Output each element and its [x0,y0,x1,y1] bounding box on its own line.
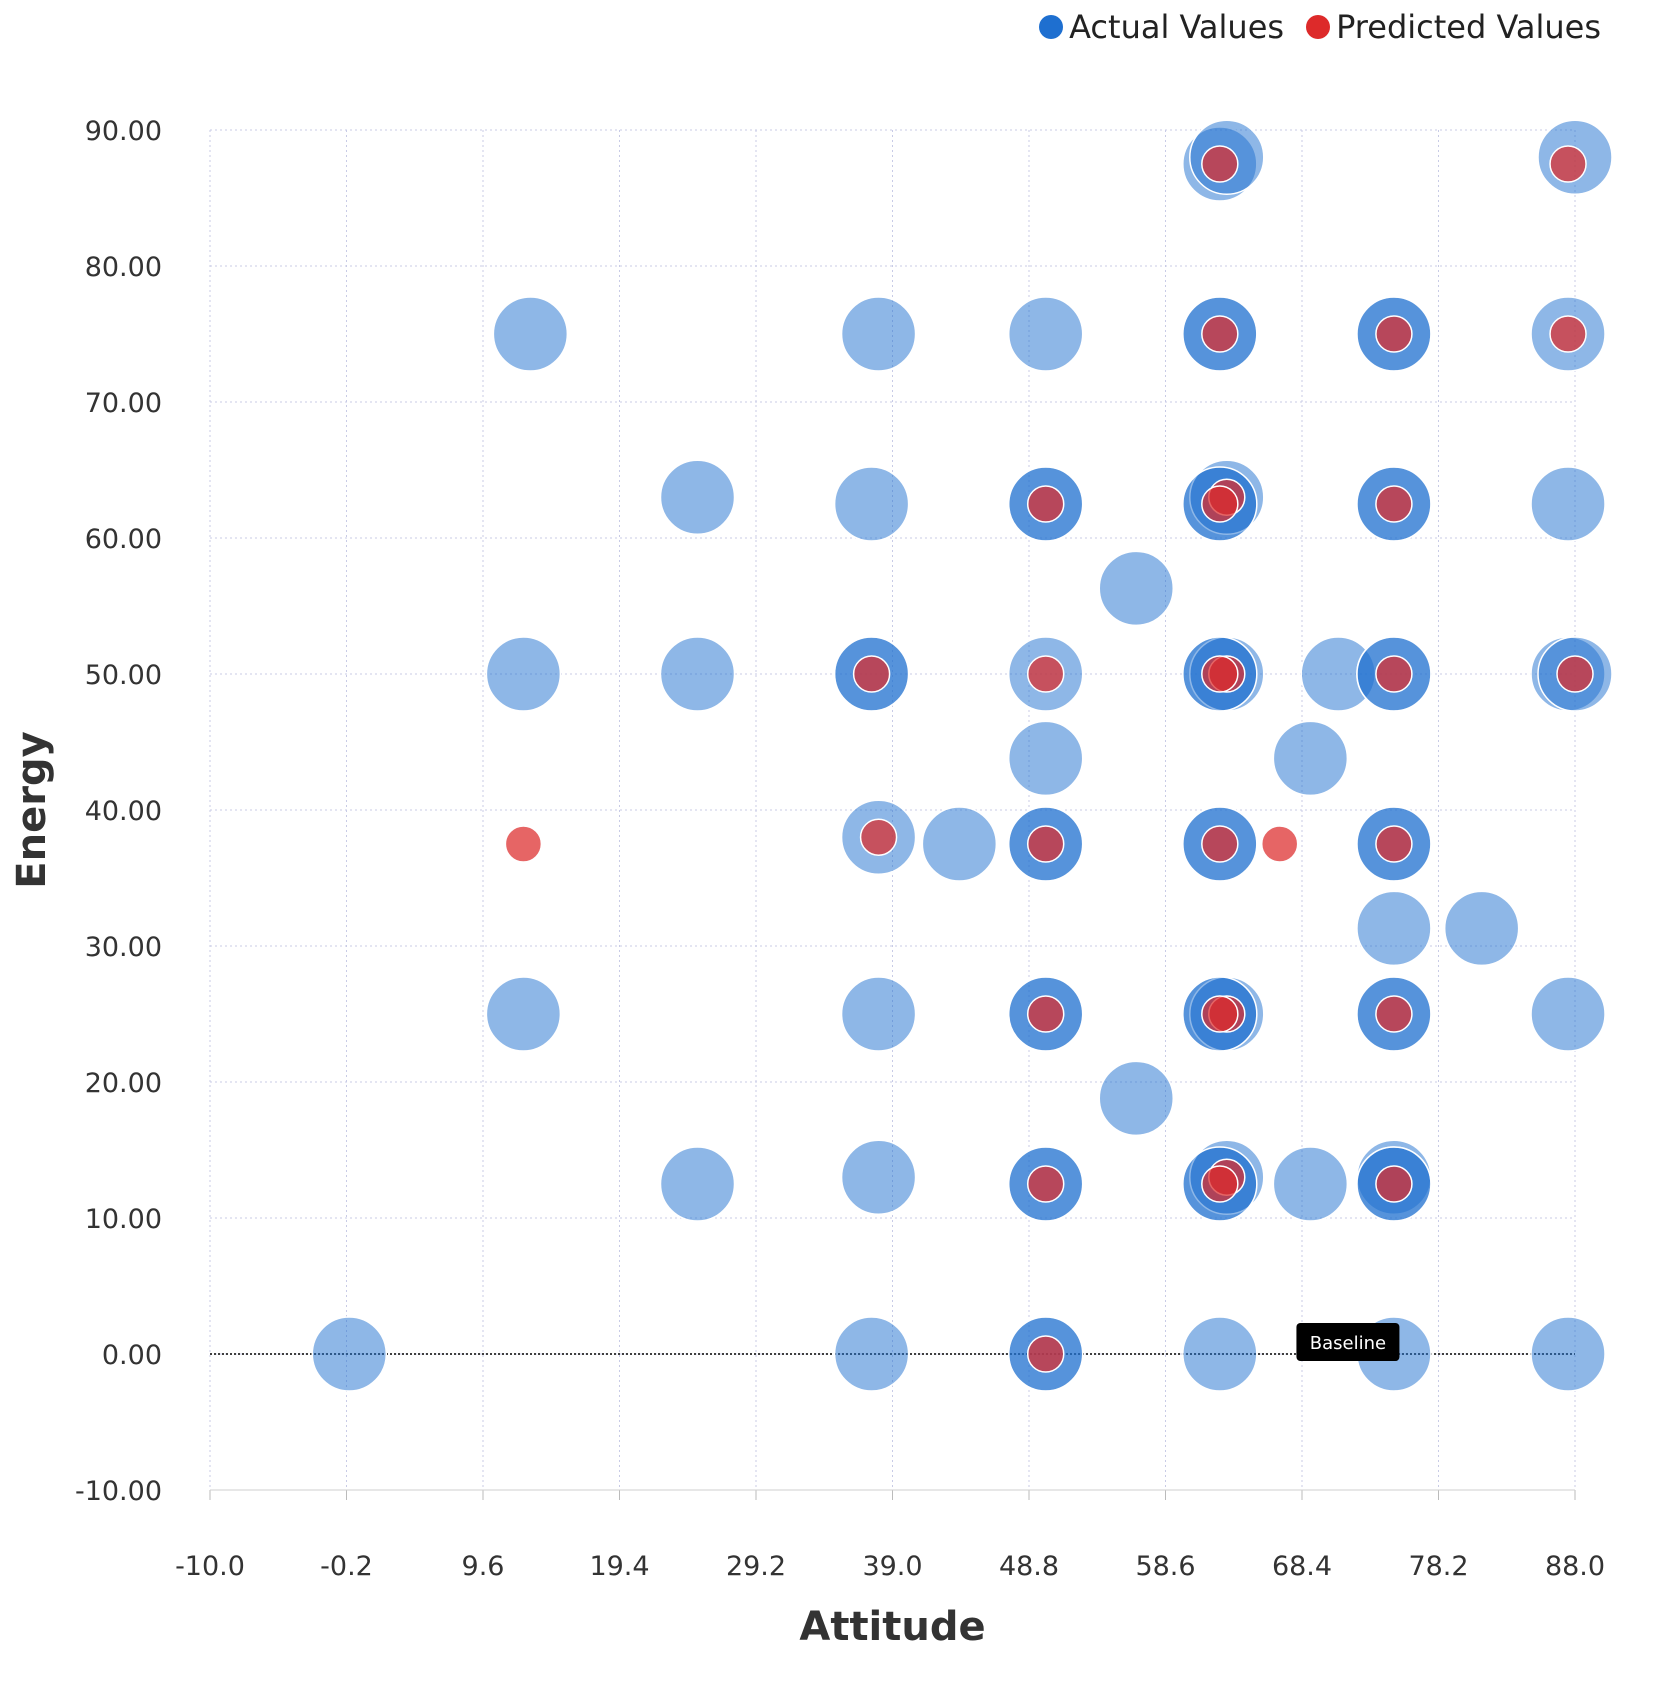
x-tick-label: 29.2 [726,1551,786,1582]
actual-point[interactable] [1530,976,1606,1052]
predicted-point[interactable] [1201,995,1239,1033]
y-tick-label: -10.00 [75,1476,162,1507]
predicted-point[interactable] [1260,825,1299,863]
actual-point[interactable] [1356,890,1432,967]
actual-point[interactable] [1530,1316,1606,1392]
y-tick-label: 90.00 [85,116,162,147]
actual-point[interactable] [659,459,736,535]
y-tick-label: 80.00 [85,252,162,283]
legend-predicted-label: Predicted Values [1336,8,1601,46]
predicted-point[interactable] [1201,485,1239,523]
baseline-label-box [1296,1323,1400,1361]
predicted-point[interactable] [1026,825,1065,863]
actual-point[interactable] [659,1146,736,1222]
actual-point[interactable] [840,1139,917,1215]
predicted-point[interactable] [1201,1165,1239,1203]
actual-point[interactable] [1182,1316,1258,1392]
x-axis-ticks: -10.0 -0.2 9.6 19.4 29.2 39.0 48.8 58.6 68.4 78.2… [175,1489,1605,1582]
x-tick-label: 19.4 [589,1551,649,1582]
actual-point[interactable] [1272,720,1349,797]
actual-point[interactable] [485,636,562,712]
x-tick-label: 58.6 [1135,1551,1195,1582]
x-tick-label: -0.2 [320,1551,373,1582]
predicted-point[interactable] [1201,825,1239,863]
x-tick-label: 9.6 [462,1551,505,1582]
x-axis-title: Attitude [799,1604,985,1650]
y-tick-label: 20.00 [85,1068,162,1099]
actual-point[interactable] [485,976,562,1052]
x-tick-label: 88.0 [1545,1551,1605,1582]
y-tick-label: 60.00 [85,524,162,555]
y-tick-label: 30.00 [85,932,162,963]
actual-point[interactable] [492,296,569,372]
predicted-point[interactable] [1375,655,1413,693]
grid-lines [209,129,1576,1491]
y-axis-ticks: -10.00 0.00 10.00 20.00 30.00 40.00 50.00 60.00… [75,116,162,1507]
predicted-point[interactable] [1026,655,1065,693]
predicted-point[interactable] [1201,655,1239,693]
predicted-point[interactable] [1026,1165,1065,1203]
baseline-label: Baseline [1310,1333,1386,1354]
actual-point[interactable] [921,806,998,882]
y-tick-label: 50.00 [85,660,162,691]
x-tick-label: 78.2 [1408,1551,1468,1582]
actual-point[interactable] [659,636,736,712]
legend-predicted-swatch [1306,15,1331,39]
actual-point[interactable] [1443,890,1520,967]
actual-point[interactable] [1272,1146,1349,1222]
legend-actual-swatch [1039,15,1064,39]
predicted-values-series [504,145,1594,1373]
actual-point[interactable] [1007,296,1084,372]
predicted-point[interactable] [1549,145,1587,183]
y-tick-label: 0.00 [102,1340,162,1371]
predicted-point[interactable] [1201,315,1239,353]
legend-item-predicted[interactable]: Predicted Values [1306,8,1601,46]
actual-point[interactable] [311,1316,388,1392]
actual-point[interactable] [1530,466,1606,542]
y-tick-label: 10.00 [85,1204,162,1235]
legend-item-actual[interactable]: Actual Values [1039,8,1284,46]
legend-actual-label: Actual Values [1069,8,1285,46]
x-tick-label: 48.8 [999,1551,1059,1582]
x-tick-label: 39.0 [862,1551,922,1582]
predicted-point[interactable] [1201,145,1239,183]
actual-point[interactable] [1098,1060,1174,1137]
predicted-point[interactable] [1556,655,1594,693]
x-tick-label: 68.4 [1272,1551,1332,1582]
actual-point[interactable] [1098,550,1174,627]
predicted-point[interactable] [1026,995,1065,1033]
predicted-point[interactable] [1375,315,1413,353]
actual-point[interactable] [1007,720,1084,797]
predicted-point[interactable] [1375,825,1413,863]
baseline-label-group: Baseline [1296,1323,1400,1361]
y-tick-label: 40.00 [85,796,162,827]
actual-values-series [311,119,1613,1392]
predicted-point[interactable] [1375,995,1413,1033]
actual-point[interactable] [833,466,910,542]
predicted-point[interactable] [1375,1165,1413,1203]
x-tick-label: -10.0 [175,1551,245,1582]
chart-legend: Actual Values Predicted Values [1039,8,1601,46]
predicted-point[interactable] [1026,1335,1065,1373]
predicted-point[interactable] [1375,485,1413,523]
y-tick-label: 70.00 [85,388,162,419]
actual-point[interactable] [840,976,917,1052]
y-axis-title: Energy [9,731,55,888]
predicted-point[interactable] [852,655,891,693]
predicted-point[interactable] [859,818,898,856]
actual-point[interactable] [840,296,917,372]
predicted-point[interactable] [1549,315,1587,353]
actual-point[interactable] [833,1316,910,1392]
predicted-point[interactable] [1026,485,1065,523]
predicted-point[interactable] [504,825,543,863]
